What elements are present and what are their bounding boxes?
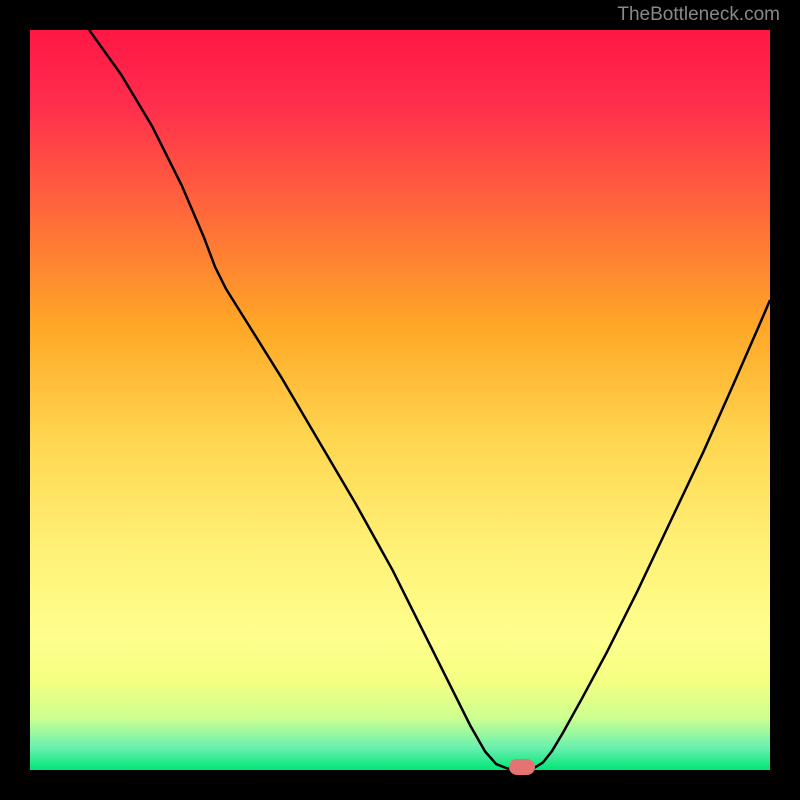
chart-background [30, 30, 770, 770]
chart-container [30, 30, 770, 770]
chart-svg [30, 30, 770, 770]
minimum-marker [509, 759, 535, 775]
watermark-text: TheBottleneck.com [617, 4, 780, 26]
